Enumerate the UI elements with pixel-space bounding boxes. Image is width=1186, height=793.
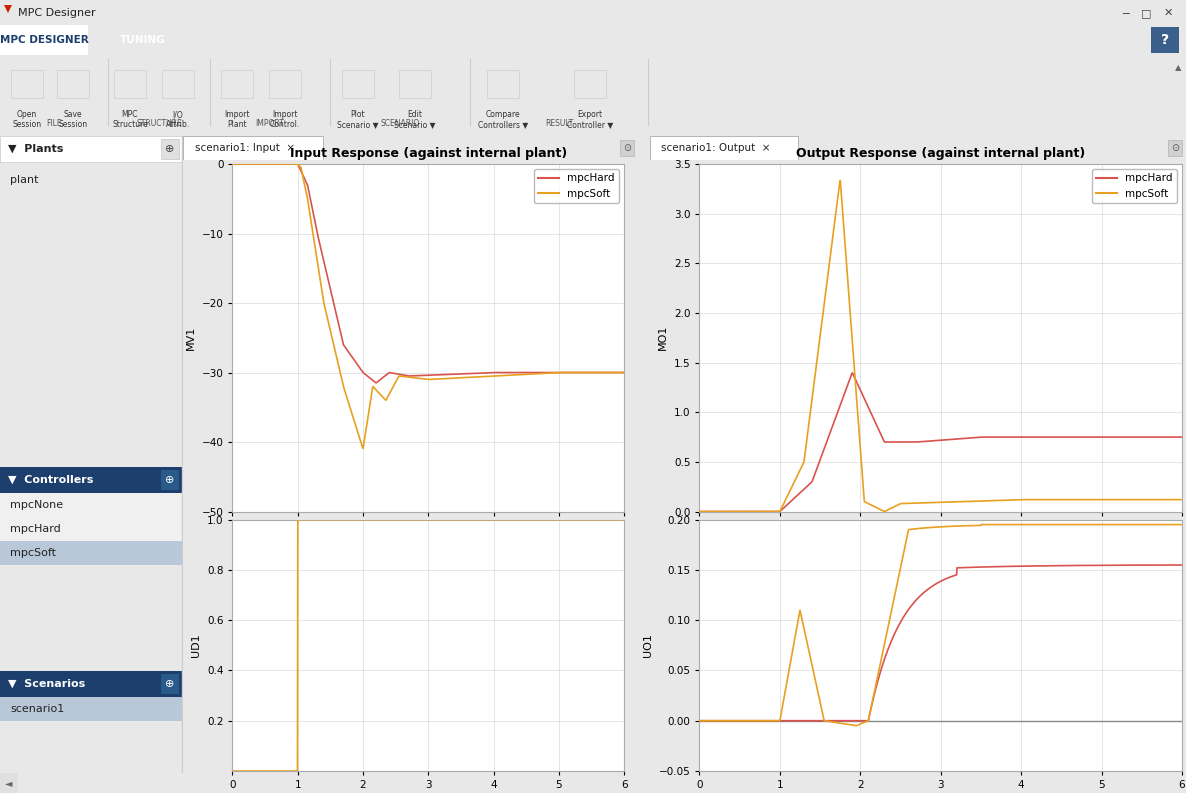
- Bar: [57, 70, 89, 98]
- Bar: [0, 517, 183, 541]
- Text: ⊙: ⊙: [623, 143, 631, 153]
- Bar: [161, 673, 179, 694]
- Bar: [183, 136, 323, 160]
- Legend: mpcHard, mpcSoft: mpcHard, mpcSoft: [1092, 169, 1177, 203]
- Text: scenario1: Output  ×: scenario1: Output ×: [662, 143, 771, 153]
- Text: ?: ?: [1161, 33, 1169, 47]
- Text: Import
Control.: Import Control.: [270, 110, 300, 129]
- Legend: mpcHard, mpcSoft: mpcHard, mpcSoft: [534, 169, 619, 203]
- Text: MPC
Structure: MPC Structure: [111, 110, 148, 129]
- Bar: [0, 671, 183, 696]
- Y-axis label: MV1: MV1: [186, 326, 196, 350]
- Bar: [620, 140, 635, 156]
- Text: SCENARIO: SCENARIO: [381, 119, 420, 128]
- Bar: [0, 25, 88, 55]
- Bar: [221, 70, 253, 98]
- Bar: [1150, 27, 1179, 53]
- Text: ─: ─: [1123, 8, 1129, 18]
- Text: □: □: [1141, 8, 1152, 18]
- Text: ✕: ✕: [1163, 8, 1173, 18]
- Text: RESULT: RESULT: [544, 119, 573, 128]
- Bar: [0, 541, 183, 565]
- Y-axis label: UO1: UO1: [643, 634, 653, 657]
- Text: Open
Session: Open Session: [12, 110, 42, 129]
- Text: mpcNone: mpcNone: [9, 500, 63, 510]
- Bar: [11, 70, 43, 98]
- Text: Edit
Scenario ▼: Edit Scenario ▼: [394, 110, 435, 129]
- Text: FILE: FILE: [46, 119, 62, 128]
- Text: ⊕: ⊕: [165, 679, 174, 688]
- Text: ⊕: ⊕: [165, 144, 174, 154]
- Bar: [650, 136, 798, 160]
- Bar: [342, 70, 374, 98]
- Title: Output Response (against internal plant): Output Response (against internal plant): [796, 147, 1085, 160]
- Text: STRUCTURE: STRUCTURE: [136, 119, 181, 128]
- Text: ▼  Controllers: ▼ Controllers: [8, 475, 94, 485]
- Text: ⊙: ⊙: [1171, 143, 1179, 153]
- Text: IMPORT: IMPORT: [255, 119, 285, 128]
- Text: Plot
Scenario ▼: Plot Scenario ▼: [337, 110, 378, 129]
- Y-axis label: MO1: MO1: [658, 325, 668, 351]
- Text: mpcHard: mpcHard: [9, 523, 60, 534]
- Bar: [0, 773, 18, 793]
- Bar: [0, 696, 183, 721]
- Text: ▲: ▲: [1175, 63, 1181, 72]
- Text: scenario1: Input  ×: scenario1: Input ×: [195, 143, 295, 153]
- Bar: [0, 467, 183, 492]
- Text: MPC DESIGNER: MPC DESIGNER: [0, 35, 89, 45]
- Bar: [1168, 140, 1182, 156]
- Text: TUNING: TUNING: [120, 35, 166, 45]
- Bar: [398, 70, 431, 98]
- Text: plant: plant: [9, 175, 38, 185]
- Title: Input Response (against internal plant): Input Response (against internal plant): [289, 147, 567, 160]
- Text: I/O
Attrib.: I/O Attrib.: [166, 110, 190, 129]
- Bar: [161, 469, 179, 490]
- Text: Save
Session: Save Session: [58, 110, 88, 129]
- Bar: [162, 70, 195, 98]
- Y-axis label: UD1: UD1: [191, 634, 202, 657]
- Polygon shape: [4, 5, 12, 13]
- Bar: [0, 492, 183, 517]
- Bar: [0, 136, 183, 162]
- Text: ⊕: ⊕: [165, 475, 174, 485]
- Text: Import
Plant: Import Plant: [224, 110, 250, 129]
- Text: ◄: ◄: [5, 778, 13, 788]
- Text: Export
Controller ▼: Export Controller ▼: [567, 110, 613, 129]
- Text: ▼  Plants: ▼ Plants: [8, 144, 63, 154]
- Bar: [161, 139, 179, 159]
- Text: scenario1: scenario1: [9, 703, 64, 714]
- Text: MPC Designer: MPC Designer: [18, 8, 96, 18]
- Bar: [487, 70, 519, 98]
- Text: Compare
Controllers ▼: Compare Controllers ▼: [478, 110, 528, 129]
- Bar: [114, 70, 146, 98]
- Bar: [574, 70, 606, 98]
- Text: mpcSoft: mpcSoft: [9, 548, 56, 557]
- Bar: [269, 70, 301, 98]
- Text: ▼  Scenarios: ▼ Scenarios: [8, 679, 85, 688]
